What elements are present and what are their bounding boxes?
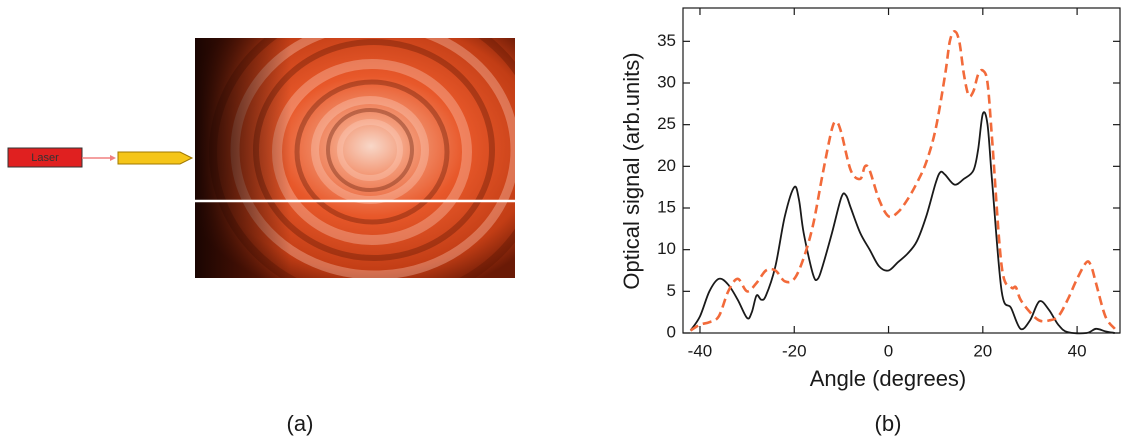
diagram-a: Laser (a)	[7, 38, 515, 436]
y-tick-label: 25	[657, 114, 676, 133]
y-tick-label: 5	[667, 281, 676, 300]
arrow-head	[110, 155, 116, 161]
panel-label: (a)	[287, 411, 314, 436]
x-tick-label: -20	[782, 341, 807, 360]
laser-label: Laser	[31, 152, 59, 164]
y-tick-label: 15	[657, 197, 676, 216]
y-tick-label: 20	[657, 156, 676, 175]
y-tick-label: 30	[657, 72, 676, 91]
x-tick-label: 0	[884, 341, 893, 360]
speckle-image	[195, 38, 515, 278]
x-tick-label: 20	[973, 341, 992, 360]
data-line	[689, 30, 1116, 332]
plot-frame	[682, 7, 1121, 334]
y-tick-label: 35	[657, 31, 676, 50]
y-tick-label: 0	[667, 322, 676, 341]
y-tick-label: 10	[657, 239, 676, 258]
y-axis-label: Optical signal (arb.units)	[619, 52, 644, 289]
x-tick-label: -40	[688, 341, 713, 360]
x-axis-label: Angle (degrees)	[810, 366, 967, 391]
fiber-tip	[117, 151, 194, 165]
panel-label: (b)	[875, 411, 902, 436]
data-line	[689, 111, 1115, 335]
x-tick-label: 40	[1068, 341, 1087, 360]
